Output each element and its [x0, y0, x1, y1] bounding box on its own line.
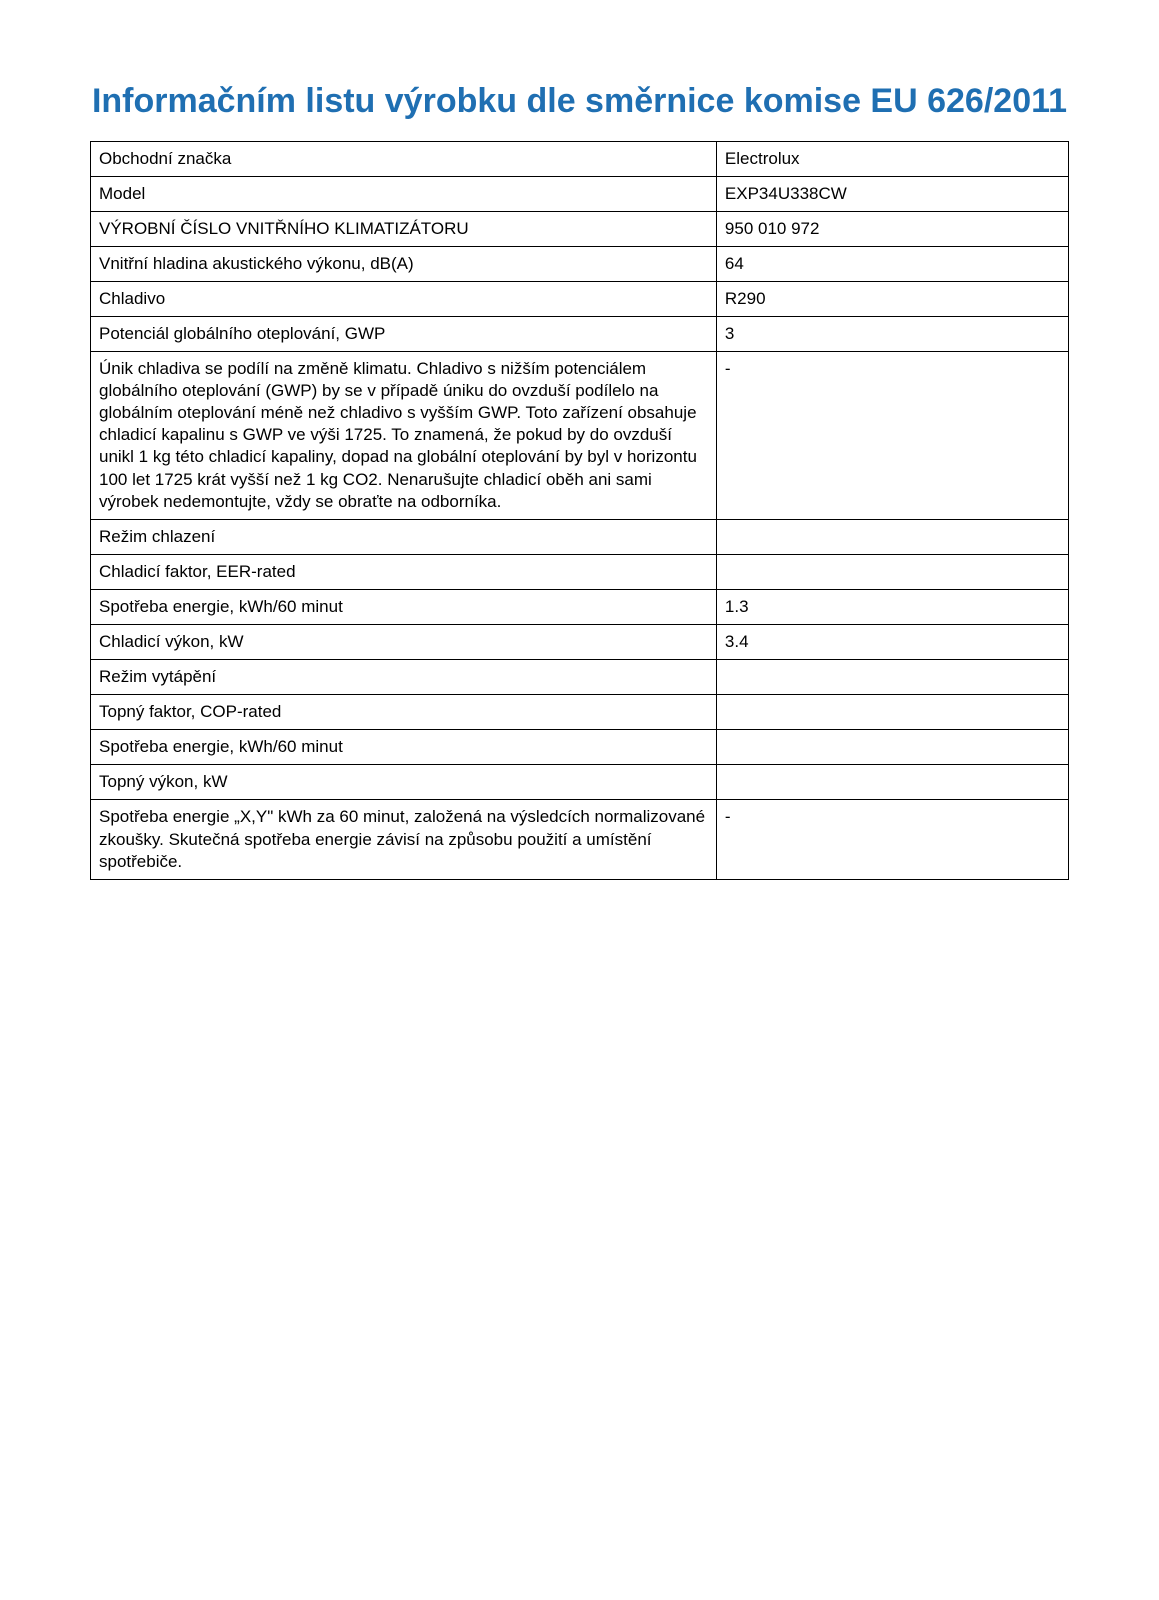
row-label: Únik chladiva se podílí na změně klimatu… — [91, 352, 717, 520]
table-row: Topný výkon, kW — [91, 765, 1069, 800]
row-value: 1.3 — [716, 589, 1068, 624]
spec-table: Obchodní značkaElectroluxModelEXP34U338C… — [90, 141, 1069, 880]
table-row: ModelEXP34U338CW — [91, 176, 1069, 211]
table-row: Potenciál globálního oteplování, GWP3 — [91, 316, 1069, 351]
row-label: Režim chlazení — [91, 519, 717, 554]
table-row: VÝROBNÍ ČÍSLO VNITŘNÍHO KLIMATIZÁTORU950… — [91, 211, 1069, 246]
row-value: - — [716, 800, 1068, 879]
table-row: Režim vytápění — [91, 660, 1069, 695]
row-label: Potenciál globálního oteplování, GWP — [91, 316, 717, 351]
row-label: Spotřeba energie, kWh/60 minut — [91, 730, 717, 765]
spec-table-body: Obchodní značkaElectroluxModelEXP34U338C… — [91, 141, 1069, 879]
table-row: Spotřeba energie „X,Y" kWh za 60 minut, … — [91, 800, 1069, 879]
row-value: R290 — [716, 281, 1068, 316]
row-value — [716, 730, 1068, 765]
table-row: Spotřeba energie, kWh/60 minut — [91, 730, 1069, 765]
row-label: Topný faktor, COP-rated — [91, 695, 717, 730]
row-label: Topný výkon, kW — [91, 765, 717, 800]
row-label: Model — [91, 176, 717, 211]
row-value: 3.4 — [716, 625, 1068, 660]
row-value — [716, 765, 1068, 800]
row-label: Chladivo — [91, 281, 717, 316]
row-label: Chladicí faktor, EER-rated — [91, 554, 717, 589]
row-value — [716, 695, 1068, 730]
row-value — [716, 554, 1068, 589]
row-value: Electrolux — [716, 141, 1068, 176]
table-row: Chladicí výkon, kW3.4 — [91, 625, 1069, 660]
table-row: Chladicí faktor, EER-rated — [91, 554, 1069, 589]
row-label: VÝROBNÍ ČÍSLO VNITŘNÍHO KLIMATIZÁTORU — [91, 211, 717, 246]
row-value — [716, 519, 1068, 554]
row-label: Spotřeba energie „X,Y" kWh za 60 minut, … — [91, 800, 717, 879]
row-value: 950 010 972 — [716, 211, 1068, 246]
row-label: Chladicí výkon, kW — [91, 625, 717, 660]
row-label: Spotřeba energie, kWh/60 minut — [91, 589, 717, 624]
row-value: - — [716, 352, 1068, 520]
table-row: ChladivoR290 — [91, 281, 1069, 316]
page-title: Informačním listu výrobku dle směrnice k… — [90, 80, 1069, 123]
table-row: Režim chlazení — [91, 519, 1069, 554]
table-row: Vnitřní hladina akustického výkonu, dB(A… — [91, 246, 1069, 281]
row-label: Obchodní značka — [91, 141, 717, 176]
row-value: EXP34U338CW — [716, 176, 1068, 211]
row-value — [716, 660, 1068, 695]
row-value: 3 — [716, 316, 1068, 351]
table-row: Únik chladiva se podílí na změně klimatu… — [91, 352, 1069, 520]
table-row: Spotřeba energie, kWh/60 minut1.3 — [91, 589, 1069, 624]
table-row: Topný faktor, COP-rated — [91, 695, 1069, 730]
row-label: Režim vytápění — [91, 660, 717, 695]
row-value: 64 — [716, 246, 1068, 281]
row-label: Vnitřní hladina akustického výkonu, dB(A… — [91, 246, 717, 281]
table-row: Obchodní značkaElectrolux — [91, 141, 1069, 176]
